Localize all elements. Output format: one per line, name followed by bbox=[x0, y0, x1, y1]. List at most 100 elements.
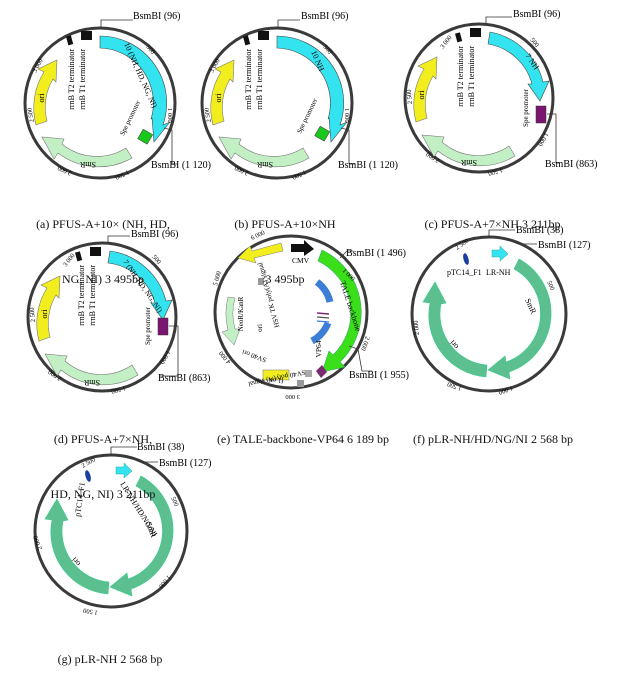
feature-t2: rrnB T2 terminator bbox=[67, 49, 76, 110]
bsmbi-site-1-line bbox=[485, 16, 512, 24]
bsmbi-site-2-line bbox=[547, 113, 560, 164]
caption-f-line-1: (f) pLR-NH/HD/NG/NI 2 568 bp bbox=[413, 432, 573, 446]
bsmbi-site-2-line bbox=[348, 345, 372, 372]
tick-5000: 5 000 bbox=[212, 271, 223, 287]
feature-spe: Spe promoter bbox=[118, 99, 142, 137]
tick-500: 500 bbox=[169, 496, 179, 508]
feature-smr: SmR bbox=[256, 160, 273, 169]
bsmbi-site-1-line bbox=[100, 19, 133, 28]
t1-terminator-block bbox=[90, 247, 101, 256]
caption-g-line-1: (g) pLR-NH 2 568 bp bbox=[57, 652, 163, 666]
tick-1000: 1 000 bbox=[343, 108, 350, 123]
grey-square-2 bbox=[305, 370, 312, 377]
feature-spe: Spe promoter bbox=[144, 306, 152, 345]
repeat-array-arrow bbox=[276, 35, 348, 143]
inner-mark-2 bbox=[316, 316, 330, 319]
vp64-arrow bbox=[316, 365, 327, 378]
tick-1500: 1 500 bbox=[487, 166, 503, 177]
cmv-arrow bbox=[291, 240, 314, 256]
inner-mark-1 bbox=[316, 312, 330, 315]
tale-backbone-arrow bbox=[317, 249, 362, 373]
spe-promoter-block bbox=[157, 317, 169, 336]
tick-1000: 1 000 bbox=[158, 349, 171, 365]
t2-terminator-block bbox=[243, 35, 251, 46]
neor-kanr-arrow bbox=[221, 296, 241, 346]
bsmbi-site-2-line bbox=[160, 325, 179, 377]
feature-t2: rrnB T2 terminator bbox=[456, 46, 465, 107]
caption-c-line-1: (c) PFUS-A+7×NH 3 211bp bbox=[424, 217, 561, 231]
tick-1000: 1 000 bbox=[157, 574, 172, 590]
bsmbi-site-2-line bbox=[130, 456, 158, 463]
feature-t1: rrnB T1 terminator bbox=[88, 265, 97, 326]
backbone-ring bbox=[26, 241, 178, 393]
bsmbi-site-1-line bbox=[107, 235, 130, 243]
feature-ori: ori bbox=[214, 93, 223, 103]
caption-e-line-1: (e) TALE-backbone-VP64 6 189 bp bbox=[216, 432, 390, 446]
feature-smr: SmR bbox=[460, 158, 477, 167]
tick-3000: 3 000 bbox=[439, 34, 454, 50]
caption-b-line-1: (b) PFUS-A+10×NH bbox=[234, 217, 336, 231]
caption-b-line-2: 3 495bp bbox=[265, 272, 305, 286]
inner-blue-arc-2 bbox=[310, 321, 332, 345]
feature-t1: rrnB T1 terminator bbox=[467, 46, 476, 107]
bsmbi-site-2-line bbox=[340, 127, 355, 165]
tick-1000: 1 000 bbox=[536, 131, 549, 147]
tick-1500: 1 500 bbox=[83, 606, 99, 615]
feature-spe: Spe promoter bbox=[295, 97, 319, 135]
plasmid-figure: BsmBI (96) BsmBI (1 120) rrnB T1 termina… bbox=[23, 9, 598, 616]
bsmbi-site-1-line bbox=[488, 229, 515, 237]
tick-2000: 2 000 bbox=[32, 535, 44, 551]
spe-promoter-block bbox=[535, 105, 547, 124]
feature-f1-ori: f1 ori bbox=[268, 376, 283, 384]
ori-arrow bbox=[44, 498, 110, 595]
feature-t1: rrnB T1 terminator bbox=[255, 49, 264, 110]
caption-d-line-2: HD, NG, NI) 3 211bp bbox=[50, 487, 156, 501]
site-label-2: BsmBI (127) bbox=[159, 458, 212, 469]
tick-500: 500 bbox=[144, 44, 156, 56]
feature-smr: SmR bbox=[523, 297, 538, 316]
ori-arrow bbox=[413, 56, 438, 123]
plasmid-map-c: BsmBI (96) BsmBI (863) rrnB T1 terminato… bbox=[403, 9, 598, 177]
tick-2000: 2 000 bbox=[234, 164, 250, 177]
repeat-array-arrow bbox=[487, 31, 550, 102]
site-label-2: BsmBI (1 955) bbox=[349, 370, 409, 381]
feature-ori: ori bbox=[40, 309, 49, 319]
caption-a-line-2: NG, NI) 3 495bp bbox=[62, 272, 144, 286]
tick-500: 500 bbox=[545, 280, 555, 292]
plasmid-map-d: BsmBI (96) BsmBI (863) rrnB T1 terminato… bbox=[26, 229, 211, 395]
feature-t2: rrnB T2 terminator bbox=[244, 49, 253, 110]
tick-500: 500 bbox=[528, 37, 540, 49]
tick-1500: 1 500 bbox=[447, 380, 463, 392]
site-label-1: BsmBI (1 496) bbox=[346, 248, 406, 259]
small-grey-block bbox=[258, 278, 264, 285]
grey-square-1 bbox=[297, 380, 304, 387]
tick-2500: 2 500 bbox=[406, 89, 414, 104]
backbone-ring bbox=[23, 26, 177, 180]
tick-2500: 2 500 bbox=[204, 107, 213, 123]
feature-lr-nh: LR-NH bbox=[486, 268, 511, 277]
feature-neor: NeoR/KanR bbox=[237, 296, 245, 331]
t1-terminator-block bbox=[258, 31, 269, 40]
inner-blue-arc-1 bbox=[314, 279, 334, 304]
tick-2500: 2 500 bbox=[29, 307, 37, 322]
t2-terminator-block bbox=[75, 251, 83, 262]
bsmbi-site-2-line bbox=[163, 127, 178, 165]
site-label-2: BsmBI (127) bbox=[538, 240, 591, 251]
t1-terminator-block bbox=[470, 28, 481, 37]
plasmid-map-a: BsmBI (96) BsmBI (1 120) rrnB T1 termina… bbox=[23, 11, 211, 181]
lr-nh-arrow bbox=[491, 245, 509, 262]
plasmid-map-f: BsmBI (38) BsmBI (127) pTC14_F1 LR-NH Sm… bbox=[410, 225, 591, 396]
smr-arrow bbox=[421, 134, 516, 167]
site-label-1: BsmBI (38) bbox=[516, 225, 564, 236]
repeat-array-arrow bbox=[99, 35, 171, 143]
backbone-ring bbox=[213, 234, 369, 390]
tick-1000: 1 000 bbox=[498, 384, 514, 396]
caption-d-line-1: (d) PFUS-A+7×NH, bbox=[53, 432, 153, 446]
smr-arrow bbox=[44, 353, 139, 386]
feature-ori: ori bbox=[417, 90, 426, 100]
bsmbi-site-2-line bbox=[508, 239, 537, 245]
caption-c: (c) PFUS-A+7×NH 3 211bp bbox=[405, 182, 580, 250]
caption-e: (e) TALE-backbone-VP64 6 189 bp bbox=[203, 397, 403, 465]
site-label-1: BsmBI (96) bbox=[131, 229, 179, 240]
bsmbi-site-1-line bbox=[277, 19, 300, 28]
